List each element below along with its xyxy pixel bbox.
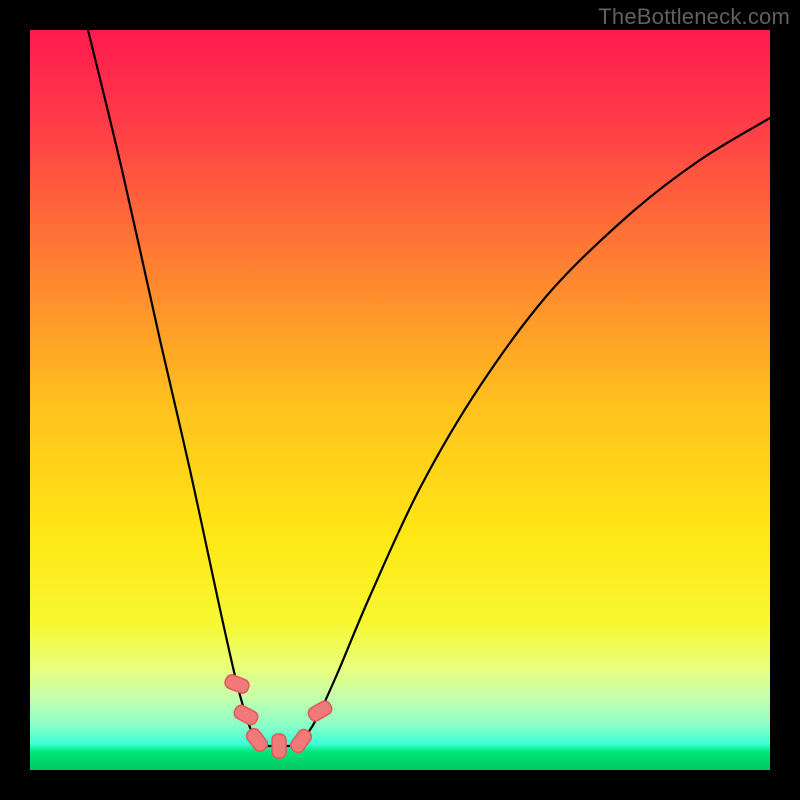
watermark-text: TheBottleneck.com	[598, 4, 790, 30]
gradient-background	[30, 30, 770, 770]
chart-frame: TheBottleneck.com	[0, 0, 800, 800]
chart-svg	[30, 30, 770, 770]
curve-marker	[272, 734, 286, 758]
plot-area	[30, 30, 770, 770]
